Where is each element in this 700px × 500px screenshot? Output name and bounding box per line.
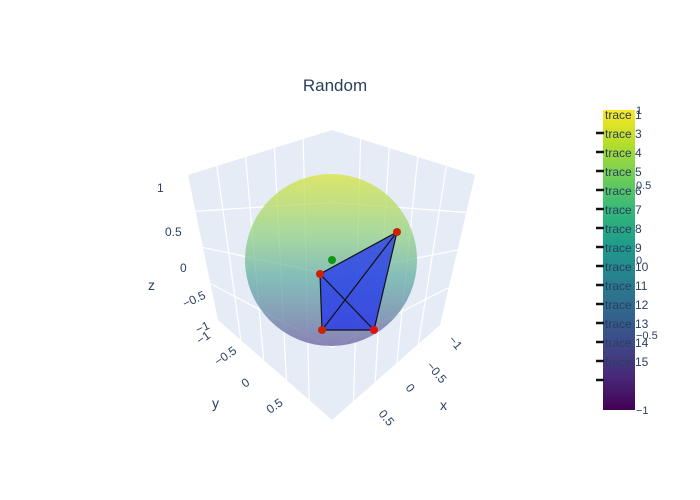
vertex-marker[interactable]	[393, 228, 401, 236]
legend-item[interactable]: trace 3	[596, 127, 642, 154]
legend-label: trace 13	[605, 317, 649, 331]
vertex-marker[interactable]	[316, 270, 324, 278]
y-tick-label: 0	[239, 375, 253, 390]
legend-item[interactable]: trace 4	[596, 146, 642, 173]
y-axis-title: y	[212, 395, 219, 411]
legend-label: trace 7	[605, 203, 642, 217]
legend-item[interactable]: trace 13	[596, 317, 649, 344]
legend-item[interactable]: trace 8	[596, 222, 642, 249]
x-tick-label: 0	[403, 381, 418, 395]
colorbar-tick-label: 0	[636, 255, 642, 267]
legend-item[interactable]: trace 5	[596, 165, 642, 192]
legend-item[interactable]: trace 1	[596, 108, 642, 135]
legend-label: trace 1	[605, 108, 642, 122]
legend-item[interactable]: trace 11	[596, 279, 648, 306]
vertex-marker[interactable]	[370, 326, 378, 334]
x-tick-label: −0.5	[424, 359, 450, 386]
x-tick-label: 0.5	[376, 407, 398, 429]
legend-label: trace 10	[605, 260, 649, 274]
z-tick-label: 0	[180, 261, 187, 275]
legend[interactable]: trace 1 trace 3 trace 4 trace 5 trace 6 trace…	[596, 108, 649, 382]
legend-label: trace 4	[605, 146, 642, 160]
z-tick-label: −0.5	[180, 288, 208, 311]
colorbar-tick-label: 1	[636, 105, 642, 117]
y-tick-label: 0.5	[264, 395, 286, 416]
colorbar-tick-label: 0.5	[636, 180, 651, 192]
legend-label: trace 3	[605, 127, 642, 141]
legend-item[interactable]: trace 7	[596, 203, 642, 230]
legend-label: trace 8	[605, 222, 642, 236]
legend-label: trace 15	[605, 355, 649, 369]
legend-item[interactable]: trace 9	[596, 241, 642, 268]
center-marker[interactable]	[328, 256, 336, 264]
colorbar-ticks: 1 0.5 0 −0.5 −1	[636, 105, 658, 417]
legend-label: trace 11	[605, 279, 648, 293]
z-tick-label: 1	[157, 181, 164, 195]
polygon-edge	[321, 231, 398, 331]
z-tick-label: 0.5	[165, 225, 182, 239]
vertex-marker[interactable]	[318, 326, 326, 334]
legend-label: trace 14	[605, 336, 649, 350]
legend-label: trace 6	[605, 184, 642, 198]
colorbar	[603, 110, 635, 410]
legend-label: trace 9	[605, 241, 642, 255]
legend-item[interactable]: trace 10	[596, 260, 649, 287]
colorbar-tick-label: −1	[636, 405, 649, 417]
z-tick-label: −1	[193, 318, 212, 337]
y-tick-label: −0.5	[212, 343, 240, 368]
legend-label: trace 12	[605, 298, 649, 312]
polygon-faces[interactable]	[319, 230, 398, 331]
colorbar-tick-label: −0.5	[636, 330, 658, 342]
polygon-edge	[319, 273, 375, 331]
legend-label: trace 5	[605, 165, 642, 179]
z-axis-title: z	[148, 277, 155, 293]
legend-item[interactable]: trace 15	[596, 355, 649, 382]
legend-item[interactable]: trace 14	[596, 336, 649, 363]
legend-item[interactable]: trace 6	[596, 184, 642, 211]
legend-item[interactable]: trace 12	[596, 298, 649, 325]
chart-title: Random	[302, 76, 368, 95]
x-tick-label: −1	[446, 333, 466, 353]
x-axis-title: x	[440, 397, 447, 413]
